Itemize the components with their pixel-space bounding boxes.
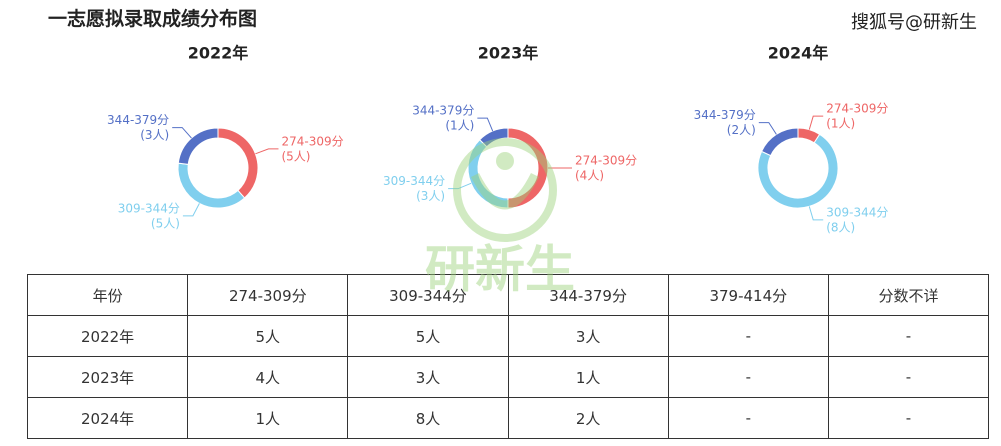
value-label: (3人) xyxy=(140,128,169,142)
table-cell: - xyxy=(827,397,990,439)
table-cell: 309-344分 xyxy=(347,274,509,316)
table-row: 2024年 1人 8人 2人 - - xyxy=(26,397,990,439)
table-cell: 274-309分 xyxy=(187,274,349,316)
table-cell: - xyxy=(827,315,990,357)
table-cell: - xyxy=(667,397,829,439)
table-cell: - xyxy=(667,315,829,357)
table-cell: 1人 xyxy=(507,356,669,398)
label-line xyxy=(182,203,200,217)
label-line xyxy=(255,148,279,155)
data-table: 年份 274-309分 309-344分 344-379分 379-414分 分数不详 20… xyxy=(26,274,990,439)
value-label: (5人) xyxy=(281,149,310,163)
value-label: (5人) xyxy=(151,216,180,230)
table-cell: 3人 xyxy=(507,315,669,357)
value-label: (1人) xyxy=(826,117,855,131)
table-cell: 379-414分 xyxy=(667,274,829,316)
category-label: 274-309分 xyxy=(575,154,637,168)
value-label: (4人) xyxy=(575,169,604,183)
chart-title: 2022年 xyxy=(188,44,249,63)
pie-segment xyxy=(507,127,549,209)
table-cell: 5人 xyxy=(187,315,349,357)
label-line xyxy=(172,127,192,139)
value-label: (2人) xyxy=(727,123,756,137)
table-row: 2023年 4人 3人 1人 - - xyxy=(26,356,990,398)
category-label: 344-379分 xyxy=(694,108,756,122)
category-label: 309-344分 xyxy=(826,205,888,219)
value-label: (1人) xyxy=(445,119,474,133)
table-cell: 分数不详 xyxy=(827,274,990,316)
table-cell: 年份 xyxy=(26,274,189,316)
chart-title: 2023年 xyxy=(478,44,539,63)
label-line xyxy=(808,206,824,221)
table-cell: 2022年 xyxy=(26,315,189,357)
table-cell: 2人 xyxy=(507,397,669,439)
table-cell: 4人 xyxy=(187,356,349,398)
table-row: 年份 274-309分 309-344分 344-379分 379-414分 分数不详 xyxy=(26,274,990,316)
category-label: 274-309分 xyxy=(826,102,888,116)
table-cell: - xyxy=(827,356,990,398)
value-label: (8人) xyxy=(826,220,855,234)
pie-segment xyxy=(467,139,509,209)
pie-segment xyxy=(177,127,219,165)
label-line xyxy=(477,117,494,132)
chart-title: 2024年 xyxy=(768,44,829,63)
table-cell: 2024年 xyxy=(26,397,189,439)
category-label: 309-344分 xyxy=(118,201,180,215)
table-cell: 344-379分 xyxy=(507,274,669,316)
category-label: 344-379分 xyxy=(107,113,169,127)
category-label: 274-309分 xyxy=(281,134,343,148)
label-line xyxy=(808,115,824,130)
table-cell: 3人 xyxy=(347,356,509,398)
category-label: 309-344分 xyxy=(383,174,445,188)
table-cell: 2023年 xyxy=(26,356,189,398)
pie-segment xyxy=(479,127,509,148)
page-title: 一志愿拟录取成绩分布图 xyxy=(48,8,258,30)
pie-segment xyxy=(177,162,246,209)
charts: 2022年274-309分(5人)309-344分(5人)344-379分(3人… xyxy=(107,44,888,235)
value-label: (3人) xyxy=(416,189,445,203)
table-row: 2022年 5人 5人 3人 - - xyxy=(26,315,990,357)
label-line xyxy=(448,182,472,190)
table-cell: 8人 xyxy=(347,397,509,439)
category-label: 344-379分 xyxy=(412,104,474,118)
table-cell: 1人 xyxy=(187,397,349,439)
pie-segment xyxy=(217,127,259,199)
source-label: 搜狐号@研新生 xyxy=(851,12,977,33)
pie-segment xyxy=(760,127,799,157)
label-line xyxy=(758,122,777,135)
table-cell: 5人 xyxy=(347,315,509,357)
table-cell: - xyxy=(667,356,829,398)
